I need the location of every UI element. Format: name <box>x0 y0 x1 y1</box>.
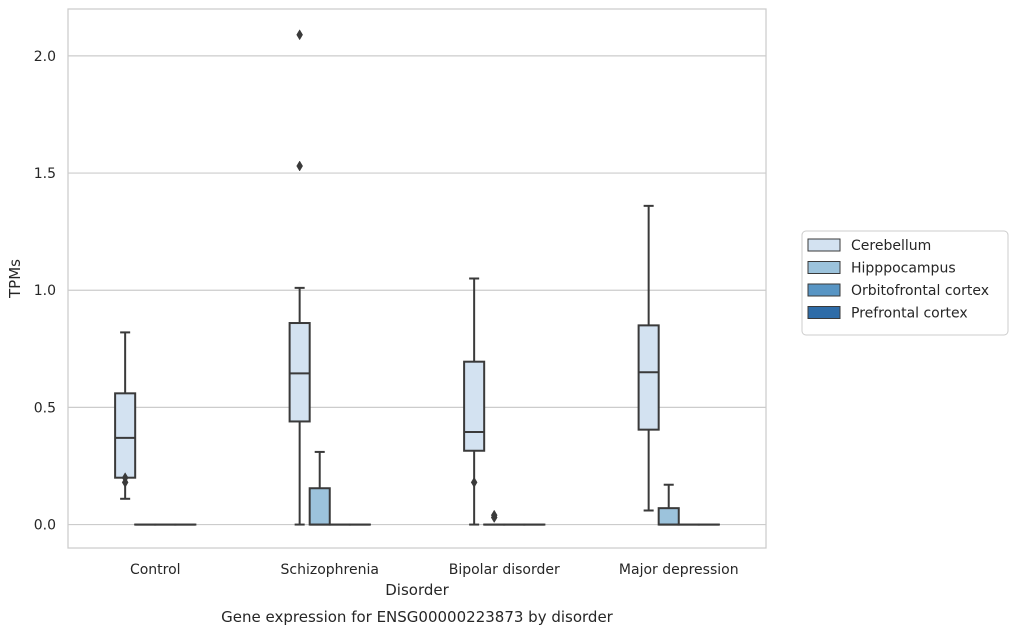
y-tick-label: 1.5 <box>34 166 56 182</box>
box-iqr <box>657 507 680 526</box>
box-hipppocampus-3 <box>657 483 680 526</box>
legend-swatch <box>807 283 841 297</box>
plot-frame <box>67 8 767 549</box>
box-iqr <box>637 324 660 431</box>
box-cerebellum-3 <box>637 204 660 512</box>
outlier-point <box>470 476 478 488</box>
x-tick-label: Schizophrenia <box>281 562 379 578</box>
legend-swatch <box>807 238 841 252</box>
box-series <box>114 29 720 526</box>
legend-frame <box>801 230 1009 336</box>
box-cerebellum-1 <box>288 29 311 526</box>
x-tick-label: Control <box>130 562 181 578</box>
grid-lines <box>68 55 766 526</box>
y-tick-label: 1.0 <box>34 283 56 299</box>
x-axis-label: Disorder <box>385 581 449 599</box>
x-tick-labels: Control Schizophrenia Bipolar disorder Majo… <box>130 562 739 578</box>
legend-swatch <box>807 261 841 274</box>
outlier-point <box>296 29 303 41</box>
y-tick-label: 0.0 <box>34 518 56 534</box>
box-iqr <box>463 360 486 452</box>
legend-label: Hipppocampus <box>851 261 956 277</box>
legend-label: Orbitofrontal cortex <box>851 283 989 299</box>
x-tick-label: Major depression <box>619 562 739 578</box>
box-iqr <box>308 487 331 526</box>
legend-label: Cerebellum <box>851 238 931 254</box>
box-cerebellum-0 <box>114 331 137 500</box>
legend-label: Prefrontal cortex <box>851 306 968 322</box>
outlier-point <box>121 472 129 484</box>
outlier-point <box>296 160 303 172</box>
x-tick-label: Bipolar disorder <box>449 562 560 578</box>
y-tick-label: 0.5 <box>34 400 56 416</box>
legend: Cerebellum Hipppocampus Orbitofrontal cort… <box>801 230 1009 336</box>
chart-title: Gene expression for ENSG00000223873 by d… <box>221 608 614 626</box>
box-cerebellum-2 <box>463 277 486 526</box>
box-iqr <box>114 392 137 479</box>
y-tick-labels: 0.0 0.5 1.0 1.5 2.0 <box>34 49 56 534</box>
y-axis-label: TPMs <box>6 259 24 299</box>
legend-swatch <box>807 306 841 319</box>
box-hipppocampus-2 <box>483 509 506 526</box>
outlier-point <box>490 509 498 521</box>
y-tick-label: 2.0 <box>34 49 56 65</box>
box-iqr <box>288 322 311 423</box>
box-hipppocampus-1 <box>308 450 331 526</box>
